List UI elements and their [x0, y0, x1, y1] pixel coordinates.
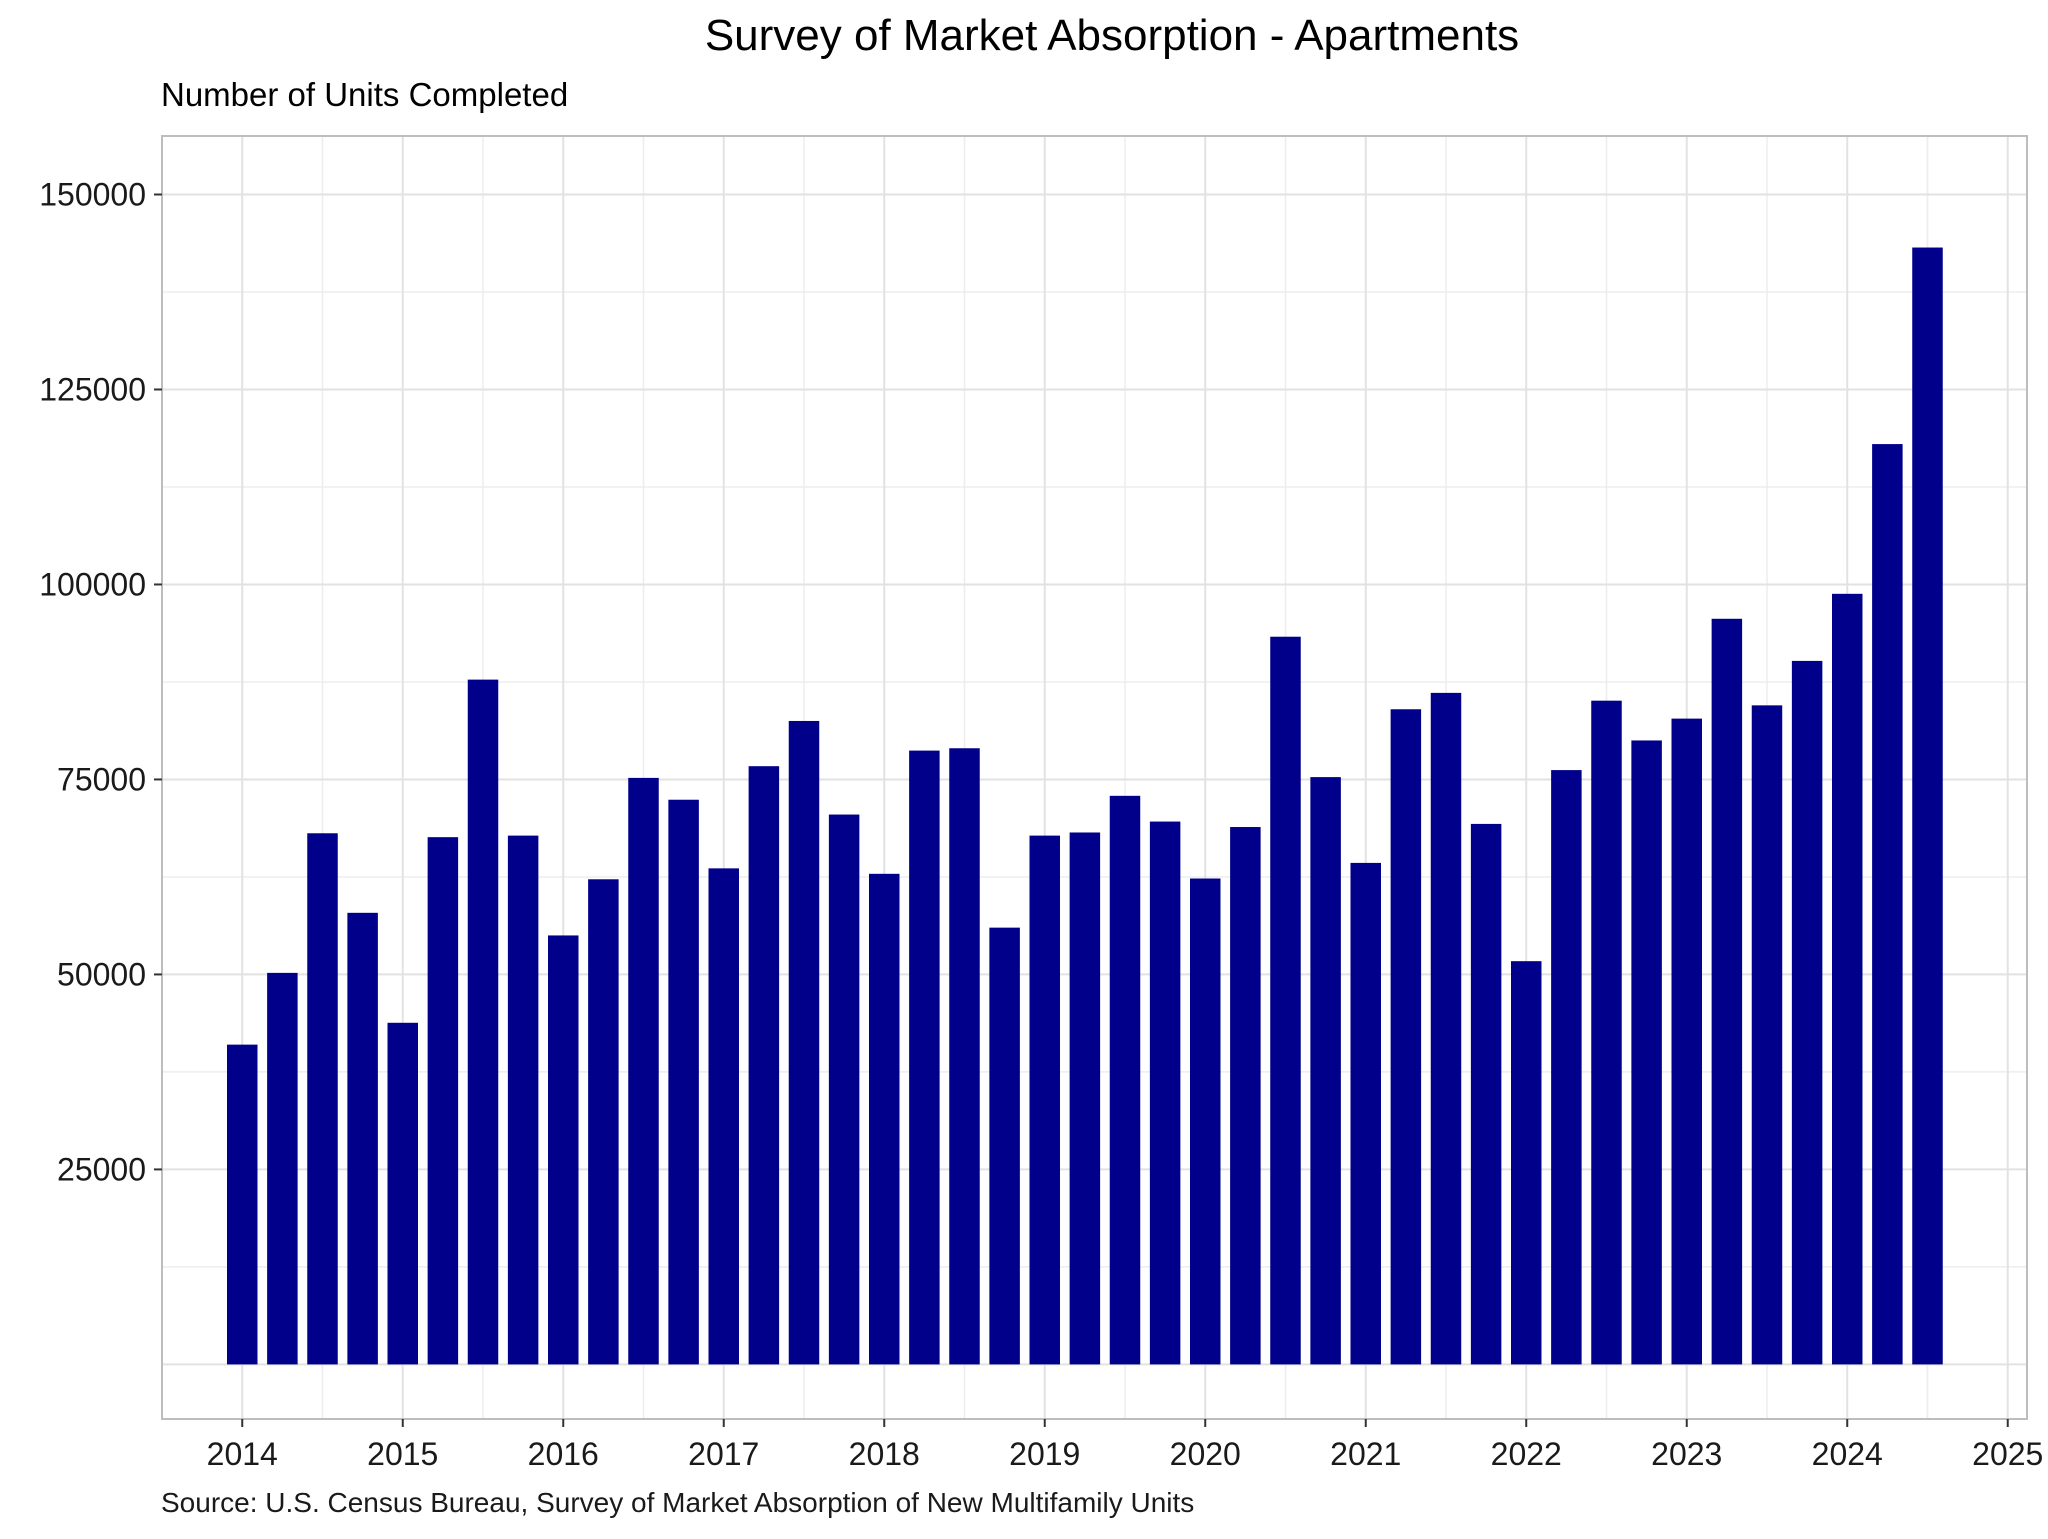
bar	[828, 814, 860, 1365]
bar	[467, 679, 499, 1365]
bar	[548, 935, 579, 1365]
bar	[1791, 660, 1823, 1365]
y-tick-label: 100000	[39, 566, 146, 602]
bar	[628, 777, 659, 1365]
bar	[909, 750, 940, 1365]
x-tick-label: 2023	[1651, 1436, 1722, 1472]
bar	[1029, 835, 1060, 1365]
bar	[588, 879, 619, 1365]
panel-border	[161, 135, 2028, 1420]
bar	[227, 1044, 258, 1365]
bar	[1831, 593, 1863, 1365]
bar	[788, 720, 820, 1365]
bar	[1310, 777, 1341, 1365]
bar	[1270, 636, 1301, 1365]
x-tick-label: 2019	[1009, 1436, 1080, 1472]
bar	[668, 799, 699, 1365]
bar	[748, 766, 780, 1365]
bar	[1551, 770, 1582, 1365]
bar	[1470, 823, 1502, 1365]
y-tick-label: 75000	[57, 761, 146, 797]
bar	[1711, 618, 1743, 1365]
chart-caption: Source: U.S. Census Bureau, Survey of Ma…	[161, 1487, 1194, 1518]
bar	[1230, 827, 1261, 1365]
bar	[1751, 705, 1783, 1365]
bar	[1390, 709, 1422, 1365]
bar	[868, 873, 900, 1365]
bar	[507, 835, 539, 1365]
y-tick-label: 125000	[39, 371, 146, 407]
x-tick-label: 2021	[1330, 1436, 1401, 1472]
y-tick-label: 50000	[57, 956, 146, 992]
bar	[1510, 961, 1542, 1365]
bar	[1591, 700, 1622, 1365]
bar	[949, 748, 980, 1365]
bar	[989, 927, 1020, 1365]
x-axis: 2014 2015 2016 2017 2018 2019 2020 2021 2022 2023…	[207, 1419, 2043, 1472]
bar	[1671, 718, 1702, 1365]
bar	[1631, 740, 1662, 1365]
bar	[1350, 862, 1381, 1365]
bar	[1109, 795, 1141, 1365]
bar	[1069, 832, 1101, 1365]
bar	[267, 972, 298, 1365]
x-tick-label: 2025	[1972, 1436, 2043, 1472]
x-tick-label: 2016	[528, 1436, 599, 1472]
y-tick-label: 25000	[57, 1151, 146, 1187]
bars	[227, 247, 1943, 1365]
x-tick-label: 2015	[367, 1436, 438, 1472]
bar	[708, 868, 739, 1365]
bar	[1912, 247, 1943, 1365]
x-tick-label: 2022	[1491, 1436, 1562, 1472]
x-tick-label: 2018	[849, 1436, 920, 1472]
bar	[307, 833, 338, 1365]
bar	[1149, 821, 1181, 1365]
chart-title: Survey of Market Absorption - Apartments	[705, 11, 1519, 60]
plot-panel	[161, 135, 2028, 1420]
x-tick-label: 2024	[1812, 1436, 1883, 1472]
x-tick-label: 2014	[207, 1436, 278, 1472]
bar	[1872, 444, 1903, 1365]
bar	[347, 912, 378, 1365]
bar	[1430, 692, 1462, 1365]
x-tick-label: 2017	[688, 1436, 759, 1472]
y-axis: 25000 50000 75000 100000 125000 150000	[39, 176, 162, 1187]
bar	[1189, 878, 1221, 1365]
bar	[387, 1022, 418, 1365]
chart-subtitle: Number of Units Completed	[161, 76, 568, 113]
bar	[427, 837, 459, 1365]
x-tick-label: 2020	[1170, 1436, 1241, 1472]
y-tick-label: 150000	[39, 176, 146, 212]
